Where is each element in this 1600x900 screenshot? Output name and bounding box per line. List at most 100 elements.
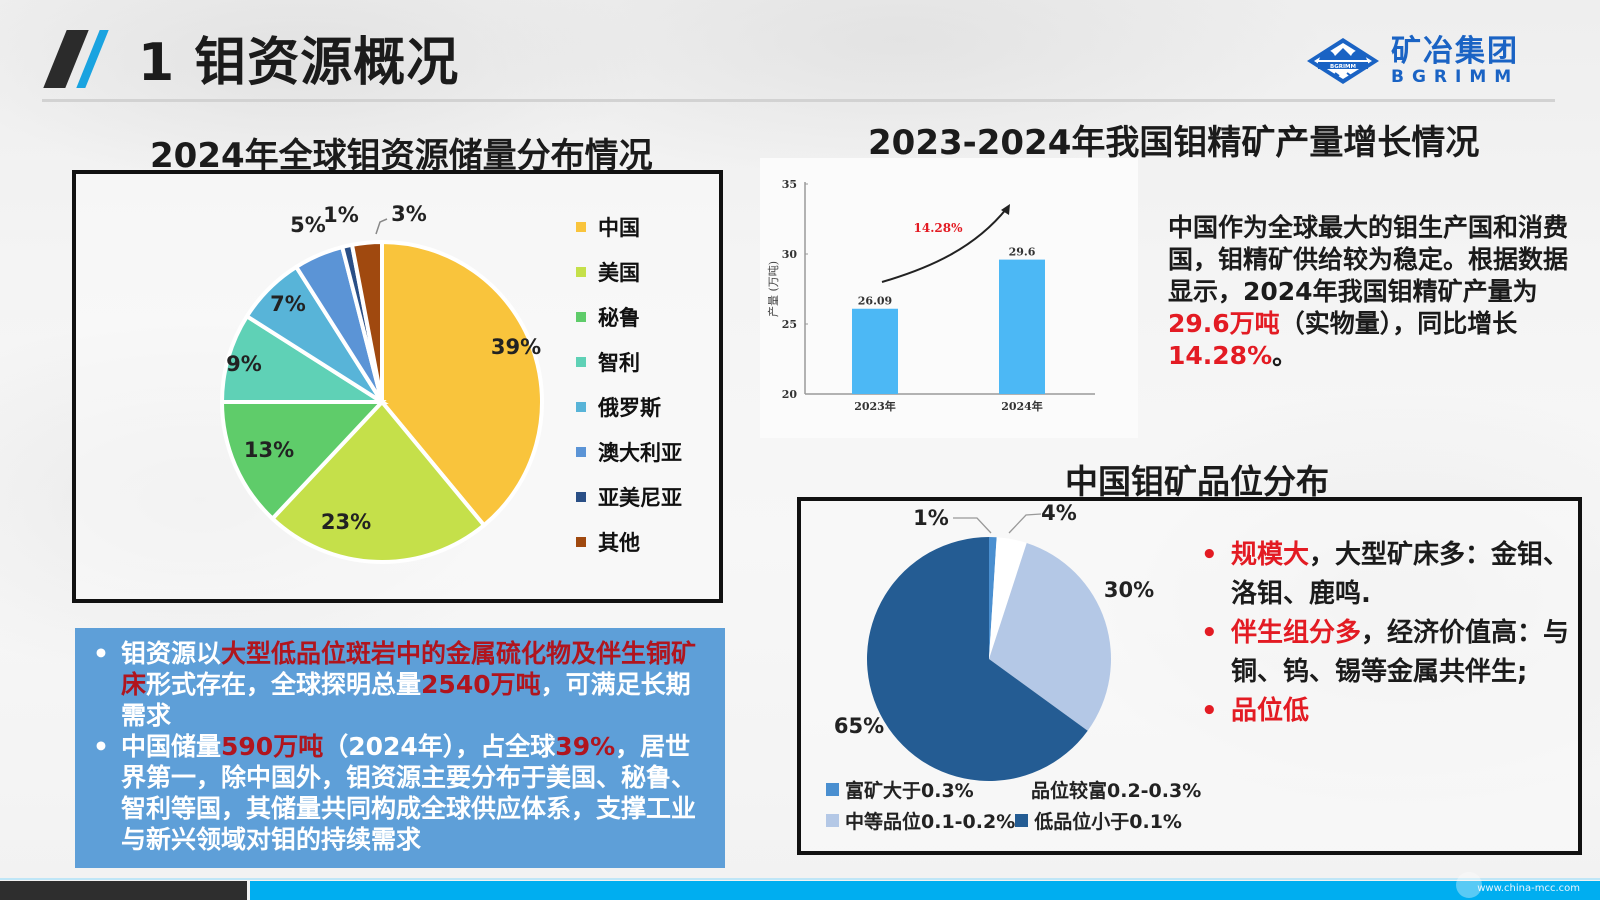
- y-tick-label: 25: [782, 318, 797, 331]
- legend-swatch: [576, 356, 586, 367]
- logo-cn-text: 矿冶集团: [1391, 33, 1519, 69]
- pie-slice-0: [380, 239, 544, 529]
- pie-label: 13%: [244, 438, 294, 462]
- pie-slice-1: [269, 398, 487, 564]
- production-summary-paragraph: 中国作为全球最大的钼生产国和消费国，钼精矿供给较为稳定。根据数据显示，2024年…: [1168, 213, 1569, 370]
- legend-label: 亚美尼亚: [598, 485, 682, 510]
- x-tick-label: 2023年: [854, 399, 896, 413]
- global-reserves-title: 2024年全球钼资源储量分布情况: [150, 136, 653, 176]
- header-divider: [42, 99, 1555, 102]
- legend-item: 美国: [576, 249, 682, 294]
- footer-blue-bar: [250, 881, 1600, 900]
- legend-swatch: [826, 814, 839, 827]
- pie-label: 39%: [491, 335, 541, 359]
- grade-distribution-pie-chart: 1% 4% 30% 65%: [834, 501, 1154, 781]
- pie-label: 7%: [270, 292, 306, 316]
- global-reserves-legend: 中国美国秘鲁智利俄罗斯澳大利亚亚美尼亚其他: [576, 204, 682, 564]
- grade-legend: 富矿大于0.3% 品位较富0.2-0.3% 中等品位0.1-0.2% 低品位小于…: [826, 774, 1226, 836]
- legend-item: 俄罗斯: [576, 384, 682, 429]
- legend-label: 秘鲁: [598, 305, 640, 330]
- y-axis-label: 产量 (万吨): [766, 261, 780, 317]
- growth-annotation: 14.28%: [914, 221, 964, 235]
- legend-item: 澳大利亚: [576, 429, 682, 474]
- legend-item: 智利: [576, 339, 682, 384]
- bar-value-label: 29.6: [1009, 246, 1036, 259]
- grade-pie-label: 4%: [1041, 501, 1077, 525]
- legend-swatch: [1015, 814, 1029, 827]
- grade-slice-2: [989, 542, 1111, 731]
- legend-swatch: [576, 311, 586, 322]
- footer-line: [0, 878, 1600, 880]
- company-logo: BGRIMM 矿冶集团 BGRIMM: [1305, 36, 1519, 86]
- legend-swatch: [826, 783, 839, 796]
- bullet-icon: •: [93, 639, 109, 668]
- production-highlight: 29.6万吨: [1168, 309, 1280, 338]
- legend-label: 澳大利亚: [598, 440, 682, 465]
- legend-item: 其他: [576, 519, 682, 564]
- legend-label: 其他: [598, 530, 640, 555]
- production-bar-chart-panel: 20 25 30 35 产量 (万吨) 26.09 2023年 29.6 2024年 14.28%: [760, 158, 1138, 438]
- legend-swatch: [576, 536, 586, 547]
- grade-bullet: • 规模大，大型矿床多：金钼、洛钼、鹿鸣.: [1201, 536, 1571, 614]
- svg-text:BGRIMM: BGRIMM: [1330, 64, 1356, 70]
- page-title: 1 钼资源概况: [138, 33, 460, 93]
- grade-pie-label: 1%: [913, 506, 949, 530]
- globe-icon: [1456, 872, 1482, 898]
- pie-label: 1%: [323, 203, 359, 227]
- bullet-icon: •: [1201, 540, 1218, 570]
- legend-item: 亚美尼亚: [576, 474, 682, 519]
- footer-url[interactable]: www.china-mcc.com: [1477, 883, 1580, 894]
- grade-slice-0: [989, 537, 997, 659]
- pie-slice-2: [219, 400, 387, 522]
- growth-rate-highlight: 14.28%: [1168, 341, 1273, 370]
- legend-swatch: [576, 266, 586, 277]
- grade-slice-3: [866, 537, 1088, 781]
- global-reserves-pie-panel: 39% 23% 13% 9% 7% 5% 1% 3% 中国美国秘鲁智利俄罗斯澳大利亚亚美尼亚其…: [72, 170, 723, 603]
- legend-swatch: [576, 491, 586, 502]
- x-tick-label: 2024年: [1001, 399, 1043, 413]
- grade-slice-1: [989, 537, 1027, 659]
- legend-item-low: 低品位小于0.1%: [1015, 807, 1182, 834]
- info-bullet: • 中国储量590万吨（2024年），占全球39%，居世界第一，除中国外，钼资源主…: [93, 732, 697, 854]
- footer-dark-bar: [0, 881, 247, 900]
- legend-item-fairly-rich: 品位较富0.2-0.3%: [1031, 780, 1202, 802]
- grade-bullet: • 品位低: [1201, 692, 1571, 731]
- legend-item-rich: 富矿大于0.3%: [826, 776, 1031, 803]
- bullet-icon: •: [93, 732, 109, 761]
- legend-label: 智利: [598, 350, 640, 375]
- global-reserves-pie-chart: 39% 23% 13% 9% 7% 5%1% 3%: [219, 202, 544, 564]
- grade-distribution-panel: 1% 4% 30% 65% 富矿大于0.3% 品位较富0.2-0.3% 中等品位0.1…: [797, 497, 1582, 855]
- bgrimm-logo-icon: BGRIMM: [1307, 38, 1379, 84]
- legend-label: 美国: [598, 260, 640, 285]
- bullet-icon: •: [1201, 696, 1218, 726]
- pie-label: 23%: [321, 510, 371, 534]
- legend-label: 俄罗斯: [598, 395, 661, 420]
- pie-label: 5%: [290, 213, 326, 237]
- y-tick-label: 20: [782, 388, 798, 401]
- grade-bullet: • 伴生组分多，经济价值高：与铜、钨、锡等金属共伴生;: [1201, 614, 1571, 692]
- grade-pie-label: 65%: [834, 714, 884, 738]
- legend-swatch: [576, 446, 586, 457]
- bullet-icon: •: [1201, 618, 1218, 648]
- production-bar-chart: 20 25 30 35 产量 (万吨) 26.09 2023年 29.6 2024年 14.28%: [766, 178, 1095, 413]
- bar-value-label: 26.09: [858, 295, 892, 308]
- legend-swatch: [576, 401, 586, 412]
- bar-2024年: [999, 259, 1045, 394]
- production-growth-title: 2023-2024年我国钼精矿产量增长情况: [868, 123, 1480, 163]
- pie-label: 9%: [226, 352, 262, 376]
- pie-slice-7: [349, 239, 384, 403]
- legend-item-medium: 中等品位0.1-0.2%: [826, 807, 1015, 834]
- legend-label: 中国: [598, 215, 640, 240]
- bar-2023年: [852, 308, 898, 394]
- legend-swatch: [576, 221, 586, 232]
- info-bullet: • 钼资源以大型低品位斑岩中的金属硫化物及伴生铜矿床形式存在，全球探明总量2540…: [93, 639, 697, 730]
- y-tick-label: 30: [782, 248, 798, 261]
- grade-distribution-title: 中国钼矿品位分布: [1065, 462, 1329, 501]
- reserves-info-box: • 钼资源以大型低品位斑岩中的金属硫化物及伴生铜矿床形式存在，全球探明总量2540…: [75, 628, 725, 868]
- grade-characteristics-list: • 规模大，大型矿床多：金钼、洛钼、鹿鸣. • 伴生组分多，经济价值高：与铜、钨、锡等…: [1201, 536, 1571, 731]
- pie-label: 3%: [391, 202, 427, 226]
- legend-item: 秘鲁: [576, 294, 682, 339]
- grade-pie-label: 30%: [1104, 578, 1154, 602]
- logo-en-text: BGRIMM: [1391, 66, 1520, 87]
- y-tick-label: 35: [782, 178, 797, 191]
